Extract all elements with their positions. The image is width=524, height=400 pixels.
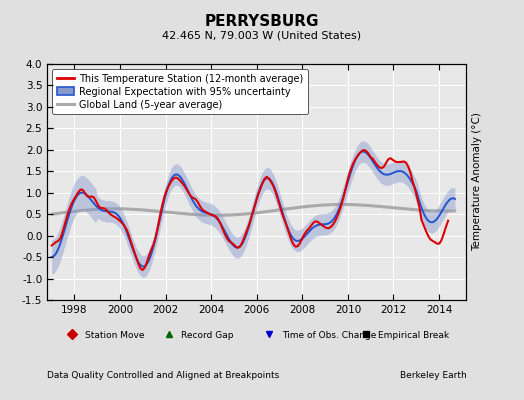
Y-axis label: Temperature Anomaly (°C): Temperature Anomaly (°C) bbox=[472, 112, 482, 252]
Text: Time of Obs. Change: Time of Obs. Change bbox=[282, 330, 376, 340]
Text: Berkeley Earth: Berkeley Earth bbox=[400, 371, 466, 380]
Legend: This Temperature Station (12-month average), Regional Expectation with 95% uncer: This Temperature Station (12-month avera… bbox=[52, 69, 308, 114]
Text: 42.465 N, 79.003 W (United States): 42.465 N, 79.003 W (United States) bbox=[162, 30, 362, 40]
Text: Data Quality Controlled and Aligned at Breakpoints: Data Quality Controlled and Aligned at B… bbox=[47, 371, 279, 380]
Text: Record Gap: Record Gap bbox=[181, 330, 234, 340]
Text: Empirical Break: Empirical Break bbox=[378, 330, 450, 340]
Text: PERRYSBURG: PERRYSBURG bbox=[205, 14, 319, 29]
Text: Station Move: Station Move bbox=[85, 330, 145, 340]
